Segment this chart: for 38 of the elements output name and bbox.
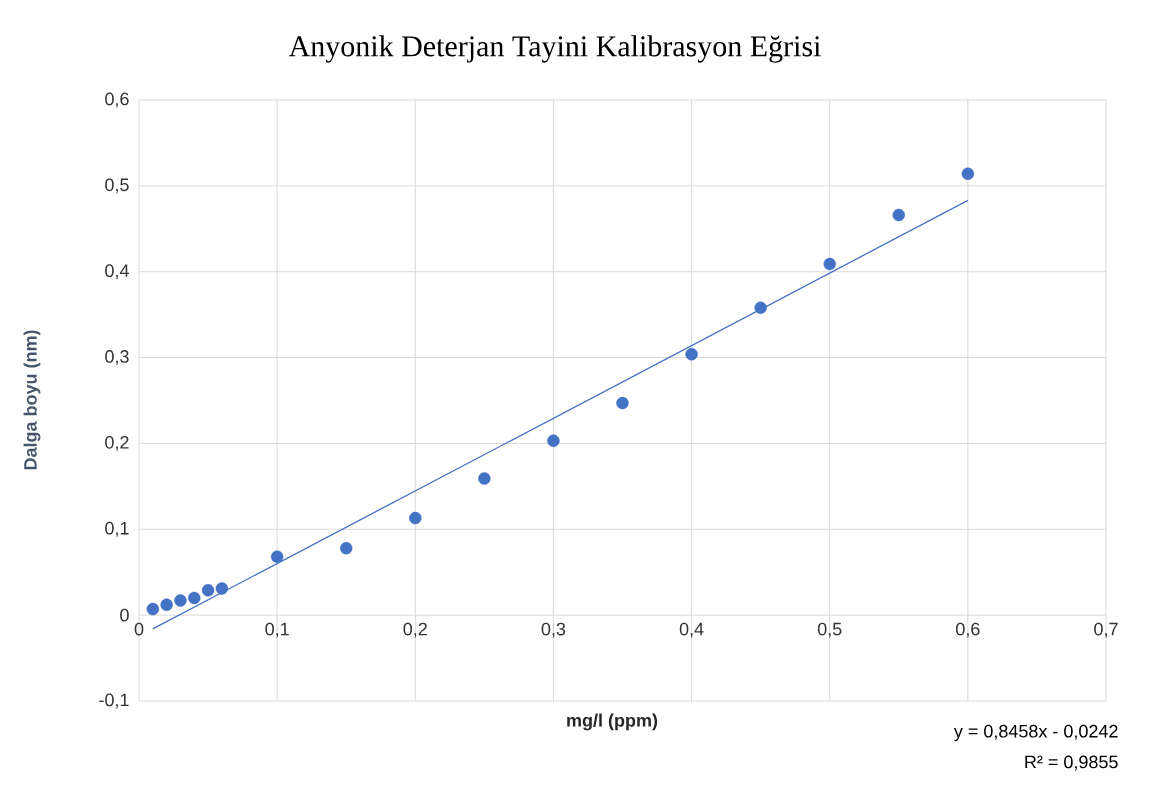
y-tick-label: 0,6 [105, 92, 129, 108]
y-tick-label: 0,1 [105, 521, 129, 537]
y-tick-label: 0,3 [105, 350, 129, 365]
point [685, 347, 698, 361]
text: y = 0,8458x - 0,0242 [953, 724, 1118, 742]
point [961, 167, 975, 181]
point [754, 301, 767, 314]
y-tick-label: -0,1 [99, 693, 129, 709]
text: R² = 0,9855 [1025, 755, 1118, 771]
chart-title: Anyonik Deterjan Tayini Kalibrasyon Eğrisi [288, 35, 821, 63]
x-tick-label: 0,1 [265, 622, 289, 638]
x-tick-label: 0,6 [956, 622, 980, 638]
y-tick-label: 0,4 [105, 264, 129, 280]
point [409, 511, 422, 525]
point [823, 257, 836, 271]
point [270, 550, 284, 563]
y-tick-label: 0 [120, 608, 129, 622]
point [616, 396, 629, 410]
x-tick-label: 0,3 [541, 622, 566, 638]
point [174, 594, 187, 607]
point [892, 208, 905, 222]
point [146, 602, 160, 616]
point [201, 584, 215, 597]
y-tick-label: 0,2 [105, 435, 129, 451]
x-tick-label: 0 [134, 622, 144, 636]
x-tick-label: 0,2 [403, 622, 427, 638]
x-axis-title: mg/l (ppm) [567, 713, 658, 731]
x-tick-label: 0,4 [679, 622, 704, 638]
point [478, 472, 491, 485]
x-tick-label: 0,7 [1094, 622, 1118, 638]
y-axis-title: Dalga boyu (nm) [23, 330, 41, 470]
point [547, 434, 560, 448]
y-tick-label: 0,5 [105, 178, 129, 194]
point [340, 541, 353, 555]
point [215, 582, 229, 595]
point [188, 591, 201, 605]
point [160, 598, 173, 612]
x-tick-label: 0,5 [817, 622, 842, 638]
